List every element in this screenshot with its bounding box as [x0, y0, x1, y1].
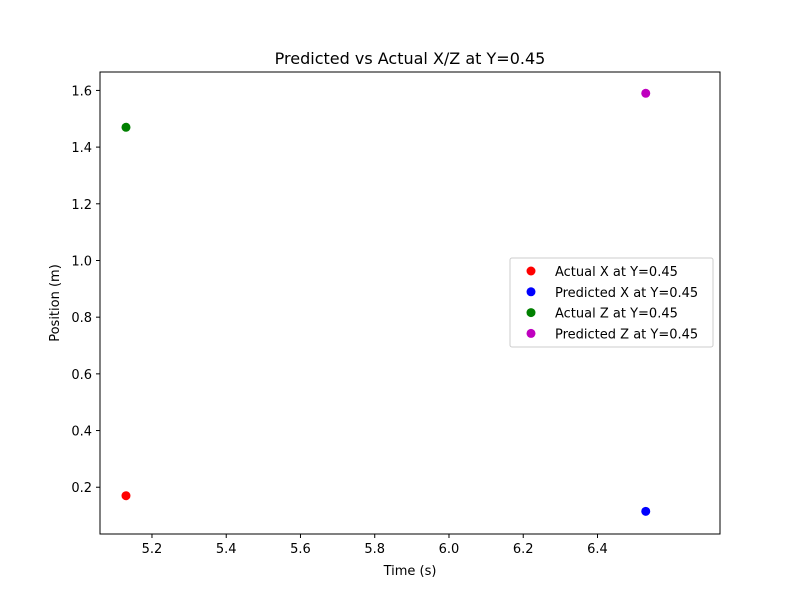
y-tick-label: 0.8 — [71, 311, 92, 326]
plot-area — [121, 88, 651, 516]
legend-marker — [526, 308, 536, 318]
y-tick-label: 1.4 — [71, 141, 92, 156]
data-point — [641, 506, 651, 516]
x-tick-label: 5.2 — [142, 542, 163, 557]
y-tick-label: 1.2 — [71, 198, 92, 213]
axes-frame — [99, 71, 721, 535]
legend-label: Predicted X at Y=0.45 — [555, 286, 698, 301]
x-tick-label: 5.8 — [364, 542, 385, 557]
y-tick-label: 1.6 — [71, 84, 92, 99]
y-axis-title: Position (m) — [48, 264, 63, 342]
chart-title: Predicted vs Actual X/Z at Y=0.45 — [275, 49, 546, 68]
y-tick-label: 0.6 — [71, 368, 92, 383]
legend-label: Predicted Z at Y=0.45 — [555, 327, 698, 342]
x-tick-label: 5.4 — [216, 542, 237, 557]
legend-label: Actual Z at Y=0.45 — [555, 307, 678, 322]
data-point — [121, 122, 131, 132]
data-point — [121, 491, 131, 501]
legend-label: Actual X at Y=0.45 — [555, 265, 678, 280]
x-axis: 5.2 5.4 5.6 5.8 6.0 6.2 6.4 — [142, 534, 608, 557]
x-tick-label: 6.4 — [587, 542, 608, 557]
data-point — [641, 88, 651, 98]
legend-marker — [526, 328, 536, 338]
x-axis-title: Time (s) — [383, 564, 437, 579]
y-axis: 0.2 0.4 0.6 0.8 1.0 1.2 1.4 1.6 — [71, 84, 100, 496]
y-tick-label: 1.0 — [71, 254, 92, 269]
legend-marker — [526, 266, 536, 276]
x-tick-label: 5.6 — [290, 542, 311, 557]
x-tick-label: 6.0 — [439, 542, 460, 557]
y-tick-label: 0.2 — [71, 481, 92, 496]
legend-marker — [526, 287, 536, 297]
y-tick-label: 0.4 — [71, 425, 92, 440]
legend-box — [509, 257, 714, 348]
legend: Actual X at Y=0.45 Predicted X at Y=0.45 A… — [509, 257, 714, 348]
x-tick-label: 6.2 — [513, 542, 534, 557]
